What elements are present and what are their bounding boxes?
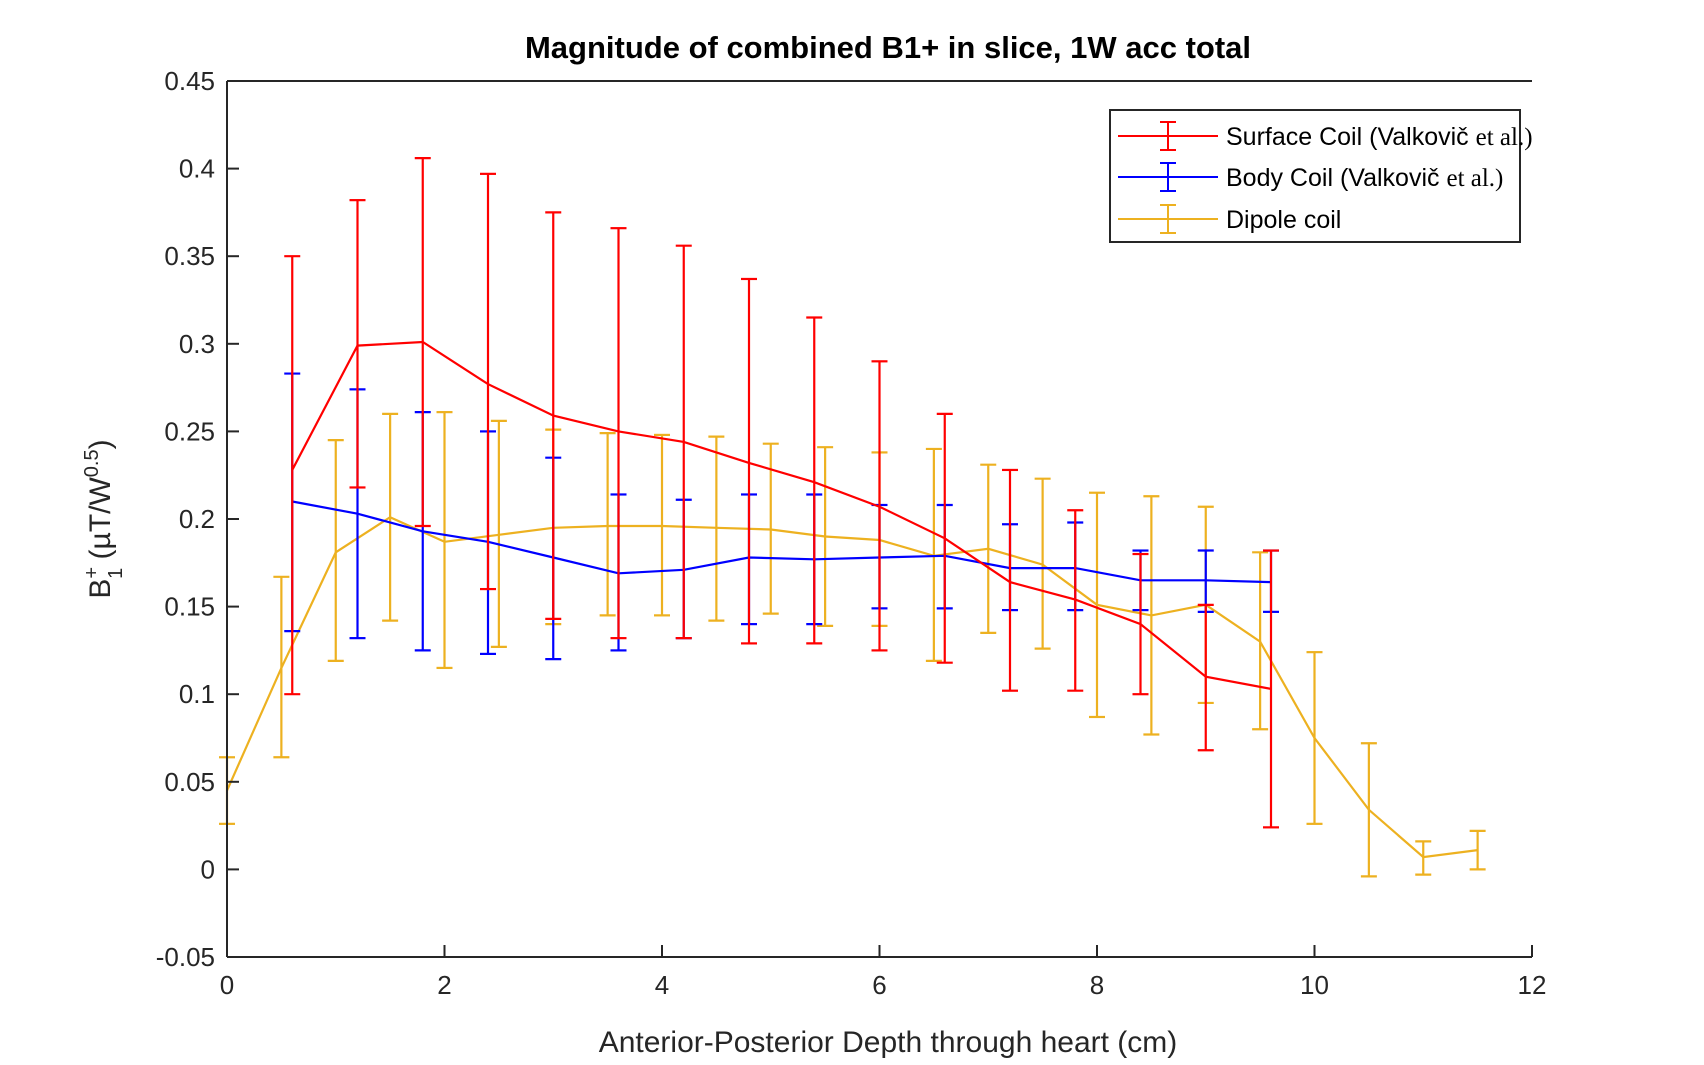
y-tick-label: 0.05 xyxy=(164,767,215,797)
y-tick-label: 0.4 xyxy=(179,154,215,184)
x-axis-label: Anterior-Posterior Depth through heart (… xyxy=(599,1026,1178,1059)
legend-label-surface-coil-serif: et al.) xyxy=(1476,124,1533,151)
series-surface-coil xyxy=(284,156,1279,829)
series-dipole-coil xyxy=(219,411,1486,878)
y-tick-label: 0.45 xyxy=(164,66,215,96)
svg-text:B+1 (µT/W0.5): B+ 1 (µT/W0.5) xyxy=(81,439,127,598)
ticks-layer: 0 2 4 6 8 10 12-0.0500.050.10.150.20.250.30.35… xyxy=(156,66,1547,1000)
y-tick-label: 0 xyxy=(201,854,215,884)
legend-label-surface-coil: Surface Coil (Valkovič xyxy=(1226,123,1469,151)
legend-entry-dipole-coil[interactable]: Dipole coil xyxy=(1118,204,1341,234)
y-tick-label: 0.2 xyxy=(179,504,215,534)
y-tick-label: 0.25 xyxy=(164,416,215,446)
y-axis-label-main: B xyxy=(84,579,117,599)
x-tick-label: 6 xyxy=(872,970,886,1000)
y-tick-label: 0.3 xyxy=(179,329,215,359)
x-tick-label: 8 xyxy=(1090,970,1104,1000)
svg-text:Surface Coil (Valkovič: Surface Coil (Valkovič et al.) xyxy=(1226,123,1533,151)
legend-label-body-coil: Body Coil (Valkovič xyxy=(1226,164,1440,192)
y-axis-label-close: ) xyxy=(84,439,117,449)
y-axis-label: B+ 1 (µT/W0.5) xyxy=(81,439,127,598)
series-line-body-coil xyxy=(292,500,1272,584)
legend-entry-surface-coil[interactable]: Surface Coil (Valkovič et al.) xyxy=(1118,121,1533,151)
svg-text:Dipole coil: Dipole coil xyxy=(1226,206,1341,234)
x-tick-label: 2 xyxy=(437,970,451,1000)
y-axis-label-exp: 0.5 xyxy=(81,449,103,477)
legend-label-dipole-coil: Dipole coil xyxy=(1226,206,1341,234)
chart-title: Magnitude of combined B1+ in slice, 1W a… xyxy=(525,30,1251,65)
series-line-dipole-coil xyxy=(225,515,1478,859)
x-tick-label: 4 xyxy=(655,970,669,1000)
svg-text:Body Coil (Valkovič et: Body Coil (Valkovič et al.) xyxy=(1226,164,1503,192)
legend-label-body-coil-serif: et al.) xyxy=(1446,165,1503,192)
series-line-surface-coil xyxy=(291,340,1272,690)
y-tick-label: -0.05 xyxy=(156,942,215,972)
y-tick-label: 0.15 xyxy=(164,592,215,622)
y-axis-label-sup: + xyxy=(81,567,103,579)
y-axis-label-units: (µT/W xyxy=(84,477,117,568)
legend-entry-body-coil[interactable]: Body Coil (Valkovič et al.) xyxy=(1118,162,1503,192)
y-axis-label-sub: 1 xyxy=(105,568,127,579)
x-tick-label: 12 xyxy=(1518,970,1547,1000)
x-tick-label: 0 xyxy=(220,970,234,1000)
y-tick-label: 0.1 xyxy=(179,679,215,709)
y-tick-label: 0.35 xyxy=(164,241,215,271)
series-layer xyxy=(219,156,1486,878)
legend: Surface Coil (Valkovič et al.) Body Coil… xyxy=(1109,109,1533,243)
x-tick-label: 10 xyxy=(1300,970,1329,1000)
